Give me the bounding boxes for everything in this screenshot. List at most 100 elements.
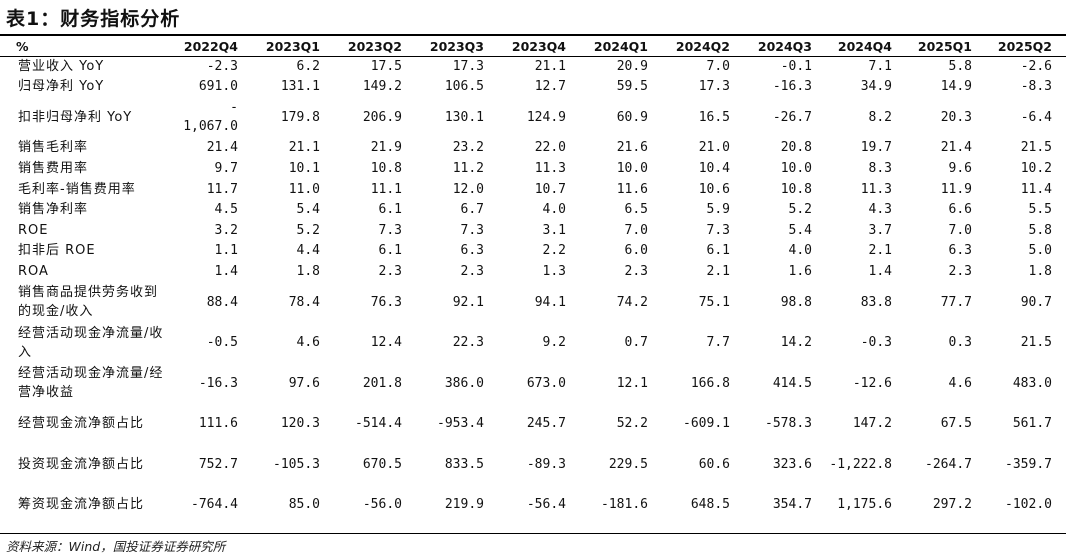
value-cell: -359.7 (1005, 456, 1052, 472)
value-cell: 1.8 (296, 264, 320, 280)
value-cell: 3.1 (542, 222, 566, 238)
value-cell: 833.5 (444, 456, 484, 472)
value-cell: 6.0 (624, 243, 648, 259)
header-period: 2023Q2 (347, 39, 402, 54)
value-cell: 11.2 (452, 161, 484, 177)
value-cell: 166.8 (690, 375, 730, 391)
value-cell: 83.8 (860, 294, 892, 310)
row-label: 经营活动现金净流量/收入 (18, 325, 164, 360)
value-cell: 111.6 (198, 416, 238, 432)
value-cell: 60.9 (616, 109, 648, 125)
table-row: 筹资现金流净额占比 -764.4 85.0 -56.0 219.9 -56.4 -181.6… (0, 484, 1066, 525)
table-row: 扣非后 ROE 1.1 4.4 6.1 6.3 2.2 6.0 6.1 4.0 2.1 6.3 5.0 (0, 241, 1066, 262)
table-row: ROE 3.2 5.2 7.3 7.3 3.1 7.0 7.3 5.4 3.7 7.0 5.8 (0, 220, 1066, 241)
value-cell: 14.2 (780, 335, 812, 351)
value-cell: 648.5 (690, 497, 730, 513)
row-label: 毛利率-销售费用率 (18, 181, 136, 197)
value-cell: 1.3 (542, 264, 566, 280)
value-cell: 10.0 (616, 161, 648, 177)
value-cell: 4.5 (214, 202, 238, 218)
value-cell: 131.1 (280, 79, 320, 95)
value-cell: 6.5 (624, 202, 648, 218)
value-cell: 6.1 (378, 202, 402, 218)
value-cell: 5.2 (296, 222, 320, 238)
value-cell: 229.5 (608, 456, 648, 472)
table-title: 表1：财务指标分析 (6, 8, 181, 30)
value-cell: 673.0 (526, 375, 566, 391)
table-row: 扣非归母净利 YoY - 1,067.0 179.8 206.9 130.1 124.9 6… (0, 97, 1066, 138)
table-row: 归母净利 YoY 691.0 131.1 149.2 106.5 12.7 59.5 17.3… (0, 77, 1066, 98)
value-cell: 6.3 (460, 243, 484, 259)
value-cell: 120.3 (280, 416, 320, 432)
value-cell: -514.4 (355, 416, 402, 432)
header-period: 2024Q2 (675, 39, 730, 54)
table-row: 销售毛利率 21.4 21.1 21.9 23.2 22.0 21.6 21.0 20.8 19.… (0, 138, 1066, 159)
table-row: 经营活动现金净流量/经营净收益 -16.3 97.6 201.8 386.0 673.0 1… (0, 363, 1066, 404)
header-period: 2025Q1 (917, 39, 972, 54)
value-cell: -264.7 (925, 456, 972, 472)
table-row: 销售净利率 4.5 5.4 6.1 6.7 4.0 6.5 5.9 5.2 4.3 6.6 5.5 (0, 199, 1066, 220)
value-cell: 76.3 (370, 294, 402, 310)
value-cell: 124.9 (526, 109, 566, 125)
value-cell: 10.8 (370, 161, 402, 177)
value-cell: 5.8 (948, 58, 972, 74)
value-cell: 92.1 (452, 294, 484, 310)
value-cell: 106.5 (444, 79, 484, 95)
value-cell: 9.7 (214, 161, 238, 177)
header-unit: % (16, 39, 29, 54)
value-cell: 6.3 (948, 243, 972, 259)
value-cell: 21.5 (1020, 140, 1052, 156)
value-cell: 11.3 (534, 161, 566, 177)
value-cell: -578.3 (765, 416, 812, 432)
value-cell: 4.0 (542, 202, 566, 218)
value-cell: -105.3 (273, 456, 320, 472)
row-label: 归母净利 YoY (18, 79, 105, 95)
row-label: 经营现金流净额占比 (18, 416, 145, 432)
value-cell: 10.7 (534, 181, 566, 197)
value-cell: 386.0 (444, 375, 484, 391)
value-cell: 10.0 (780, 161, 812, 177)
bottom-rule (0, 533, 1066, 534)
value-cell: 19.7 (860, 140, 892, 156)
value-cell: 2.3 (624, 264, 648, 280)
value-cell: 11.9 (940, 181, 972, 197)
value-cell: 7.3 (460, 222, 484, 238)
table-row: 销售费用率 9.7 10.1 10.8 11.2 11.3 10.0 10.4 10.0 8.3 9… (0, 158, 1066, 179)
value-cell: 21.5 (1020, 335, 1052, 351)
value-cell: 7.3 (378, 222, 402, 238)
value-cell: 12.1 (616, 375, 648, 391)
value-cell: 9.6 (948, 161, 972, 177)
value-cell: 4.6 (948, 375, 972, 391)
financial-indicator-table: % 2022Q4 2023Q1 2023Q2 2023Q3 2023Q4 2024Q1 202… (0, 37, 1066, 525)
value-cell: 6.1 (706, 243, 730, 259)
value-cell: 2.1 (706, 264, 730, 280)
value-cell: 17.5 (370, 58, 402, 74)
value-cell: 5.5 (1028, 202, 1052, 218)
row-label: 筹资现金流净额占比 (18, 497, 145, 513)
value-cell: 88.4 (206, 294, 238, 310)
value-cell: 20.9 (616, 58, 648, 74)
value-cell: 206.9 (362, 109, 402, 125)
row-label: 投资现金流净额占比 (18, 456, 145, 472)
value-cell: 20.8 (780, 140, 812, 156)
value-cell: 4.4 (296, 243, 320, 259)
value-cell: -16.3 (198, 375, 238, 391)
row-label: 销售费用率 (18, 161, 89, 177)
value-cell: 7.0 (624, 222, 648, 238)
value-cell: -102.0 (1005, 497, 1052, 513)
table-body: 营业收入 YoY -2.3 6.2 17.5 17.3 21.1 20.9 7.0 -0.1 7.… (0, 56, 1066, 525)
value-cell: 6.2 (296, 58, 320, 74)
value-cell: 60.6 (698, 456, 730, 472)
value-cell: 130.1 (444, 109, 484, 125)
value-cell: 7.7 (706, 335, 730, 351)
value-cell: -609.1 (683, 416, 730, 432)
value-cell: 1.1 (214, 243, 238, 259)
table-row: 毛利率-销售费用率 11.7 11.0 11.1 12.0 10.7 11.6 10.6 10.… (0, 179, 1066, 200)
value-cell: 201.8 (362, 375, 402, 391)
value-cell: 323.6 (772, 456, 812, 472)
value-cell: 10.6 (698, 181, 730, 197)
header-period: 2024Q1 (593, 39, 648, 54)
value-cell: 297.2 (932, 497, 972, 513)
value-cell: 5.4 (296, 202, 320, 218)
value-cell: -0.5 (206, 335, 238, 351)
